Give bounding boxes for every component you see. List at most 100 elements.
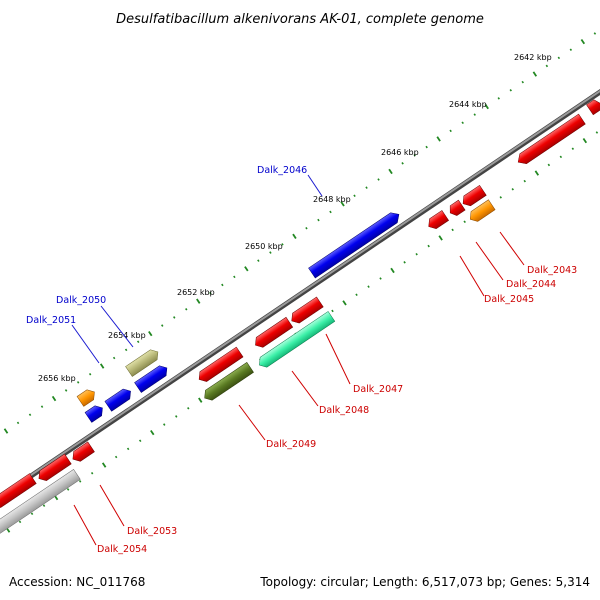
label-dalk-2049[interactable]: Dalk_2049 [266, 439, 316, 450]
scale-tick-minor [317, 218, 320, 222]
scale-tick-minor [114, 455, 118, 459]
gene-reverse-small-4[interactable] [70, 441, 95, 464]
scale-tick-minor [138, 439, 142, 443]
label-dalk-2043[interactable]: Dalk_2043 [527, 265, 577, 276]
gene-right-edge[interactable] [586, 96, 600, 116]
scale-tick-minor [559, 155, 563, 159]
scale-tick-major [390, 267, 395, 274]
scale-tick-minor [595, 131, 599, 134]
scale-tick-major [244, 266, 249, 272]
scale-tick-major [148, 330, 153, 337]
scale-tick-minor [545, 64, 549, 68]
label-dalk-2048[interactable]: Dalk_2048 [319, 405, 369, 416]
gene-dalk-2043[interactable] [467, 199, 496, 224]
scale-tick-minor [331, 309, 334, 313]
scale-label-2654: 2654 kbp [108, 331, 146, 340]
scale-tick-minor [523, 179, 526, 183]
gene-dalk-2048[interactable] [256, 311, 336, 370]
scale-tick-minor [379, 277, 382, 280]
gene-dalk-2054[interactable] [0, 469, 81, 537]
scale-tick-minor [521, 80, 524, 84]
scale-tick-minor [593, 32, 597, 35]
label-dalk-2051[interactable]: Dalk_2051 [26, 315, 76, 326]
scale-tick-minor [281, 243, 284, 246]
scale-tick-minor [403, 261, 406, 264]
scale-tick-minor [175, 415, 178, 418]
gene-dalk-2053[interactable] [36, 453, 72, 484]
scale-tick-minor [569, 48, 573, 51]
scale-tick-minor [136, 340, 140, 344]
gene-forward-small-2[interactable] [84, 403, 106, 423]
scale-tick-minor [78, 480, 82, 483]
gene-dalk-2049[interactable] [201, 362, 254, 403]
gene-dalk-2050[interactable] [125, 347, 162, 377]
gene-forward-orange[interactable] [76, 387, 98, 407]
scale-tick-minor [449, 129, 452, 133]
scale-label-2656: 2656 kbp [38, 374, 76, 383]
scale-tick-minor [233, 275, 236, 279]
scale-tick-minor [427, 244, 430, 248]
scale-tick-major [438, 235, 443, 241]
gene-dalk-2045[interactable] [425, 210, 449, 231]
scale-tick-minor [88, 372, 92, 376]
label-dalk-2050[interactable]: Dalk_2050 [56, 295, 106, 306]
scale-tick-major [582, 137, 588, 144]
scale-tick-minor [124, 348, 128, 352]
label-dalk-2054[interactable]: Dalk_2054 [97, 544, 147, 555]
scale-labels: 2642 kbp 2644 kbp 2646 kbp 2648 kbp 2650… [38, 53, 552, 383]
gene-dalk-2051[interactable] [134, 363, 171, 393]
scale-tick-minor [571, 147, 575, 150]
gene-dalk-2046[interactable] [308, 209, 403, 279]
gene-dalk-2047-b[interactable] [252, 316, 294, 350]
genome-summary-text: Topology: circular; Length: 6,517,073 bp… [259, 575, 590, 589]
scale-tick-minor [221, 283, 224, 287]
scale-tick-minor [209, 291, 212, 295]
scale-tick-minor [90, 471, 94, 475]
scale-tick-minor [463, 220, 466, 224]
gene-reverse-small-3[interactable] [460, 184, 487, 208]
scale-label-2644: 2644 kbp [449, 100, 487, 109]
label-dalk-2044[interactable]: Dalk_2044 [506, 279, 556, 290]
gene-dalk-2044[interactable] [447, 199, 466, 218]
gene-forward-small-1[interactable] [104, 386, 134, 412]
scale-label-2648: 2648 kbp [313, 195, 351, 204]
scale-tick-minor [126, 447, 130, 451]
scale-tick-minor [185, 308, 188, 311]
gene-reverse-mid-2[interactable] [196, 346, 244, 384]
accession-text: Accession: NC_011768 [9, 575, 145, 589]
scale-track-upper [3, 32, 597, 434]
scale-tick-major [198, 397, 203, 403]
scale-tick-minor [497, 97, 500, 100]
scale-tick-minor [269, 251, 272, 254]
scale-tick-minor [161, 324, 164, 327]
scale-tick-minor [425, 145, 428, 149]
scale-tick-major [580, 38, 586, 45]
scale-tick-minor [28, 413, 32, 417]
label-dalk-2047[interactable]: Dalk_2047 [353, 384, 403, 395]
scale-tick-minor [377, 178, 380, 181]
scale-tick-major [388, 168, 393, 175]
scale-tick-minor [473, 113, 476, 116]
scale-tick-minor [163, 423, 166, 426]
gene-reverse-large-1[interactable] [515, 113, 586, 167]
scale-label-2652: 2652 kbp [177, 288, 215, 297]
scale-tick-minor [66, 488, 70, 491]
scale-tick-minor [257, 259, 260, 262]
scale-tick-minor [16, 421, 20, 425]
scale-tick-minor [18, 520, 22, 524]
label-dalk-2053[interactable]: Dalk_2053 [127, 526, 177, 537]
label-dalk-2046[interactable]: Dalk_2046 [257, 165, 307, 176]
gene-reverse-left-edge[interactable] [0, 473, 37, 511]
genome-backbone [0, 89, 600, 500]
scale-tick-minor [415, 252, 418, 256]
label-dalk-2045[interactable]: Dalk_2045 [484, 294, 534, 305]
scale-tick-major [3, 428, 9, 434]
callout-lines [71, 174, 525, 546]
gene-dalk-2047[interactable] [288, 296, 324, 326]
scale-tick-minor [173, 316, 176, 319]
scale-tick-major [101, 462, 107, 468]
scale-tick-major [532, 71, 538, 77]
scale-tick-minor [40, 405, 44, 408]
